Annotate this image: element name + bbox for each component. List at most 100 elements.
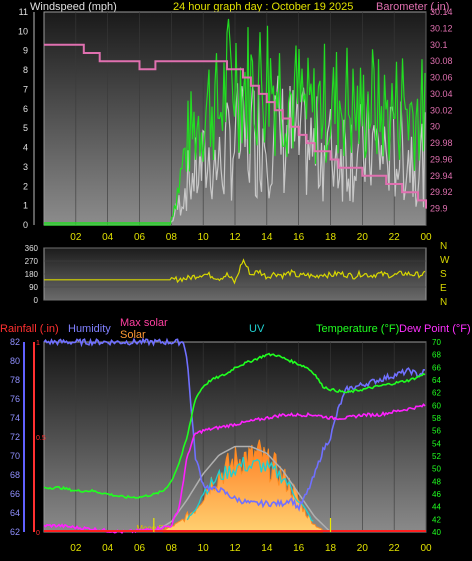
legend-rainfall: Rainfall (.in): [0, 323, 59, 335]
y-tick-humidity: 80: [10, 356, 20, 366]
dir-label-n-top: N: [440, 241, 448, 252]
y-tick-temperature: 66: [432, 363, 441, 372]
x-tick-weather: 04: [102, 543, 114, 554]
x-tick-weather: 16: [293, 543, 305, 554]
y-tick-humidity: 76: [10, 394, 20, 404]
y-tick-barometer: 30: [430, 122, 440, 132]
series-max-solar: [153, 445, 330, 533]
x-tick-wind: 14: [261, 232, 273, 243]
y-tick-temperature: 44: [432, 503, 441, 512]
x-tick-weather: 12: [229, 543, 241, 554]
legend-dew-point: Dew Point (°F): [399, 323, 471, 335]
y-tick-rainfall: 0: [36, 530, 40, 537]
series-wind-direction: [44, 258, 426, 285]
y-tick-temperature: 40: [432, 528, 441, 537]
y-tick-windspeed: 9: [23, 46, 28, 56]
y-tick-temperature: 64: [432, 376, 441, 385]
y-tick-humidity: 72: [10, 432, 20, 442]
y-tick-barometer: 30.06: [430, 73, 453, 83]
series-barometer: [44, 43, 427, 209]
x-tick-wind: 12: [229, 232, 241, 243]
y-tick-barometer: 29.94: [430, 171, 453, 181]
series-gust: [44, 18, 426, 226]
barometer-axis-title: Barometer (.in): [376, 1, 450, 13]
y-tick-temperature: 68: [432, 351, 441, 360]
y-tick-temperature: 70: [432, 338, 441, 347]
y-tick-direction: 180: [25, 270, 39, 279]
y-tick-rainfall: 1: [36, 340, 40, 347]
chart-title: 24 hour graph day : October 19 2025: [173, 1, 354, 13]
y-tick-windspeed: 0: [23, 220, 28, 230]
y-tick-windspeed: 11: [19, 7, 28, 17]
y-tick-windspeed: 8: [23, 65, 28, 75]
y-tick-humidity: 70: [10, 451, 20, 461]
y-tick-windspeed: 1: [23, 201, 28, 211]
y-tick-temperature: 50: [432, 465, 441, 474]
y-tick-barometer: 29.9: [430, 204, 448, 214]
series-temperature: [43, 352, 426, 500]
legend-uv: UV: [249, 323, 265, 335]
legend-humidity: Humidity: [68, 323, 111, 335]
y-tick-rainfall: 0.5: [36, 435, 46, 442]
x-tick-weather: 22: [389, 543, 401, 554]
y-tick-windspeed: 6: [23, 104, 28, 114]
dir-label-n-bottom: N: [440, 297, 448, 308]
windspeed-axis-title: Windspeed (mph): [30, 1, 117, 13]
x-tick-weather: 02: [70, 543, 82, 554]
y-tick-humidity: 78: [10, 375, 20, 385]
y-tick-barometer: 30.12: [430, 23, 453, 33]
y-tick-barometer: 29.96: [430, 154, 453, 164]
y-tick-windspeed: 7: [23, 84, 28, 94]
y-tick-windspeed: 3: [23, 162, 28, 172]
y-tick-windspeed: 5: [23, 123, 28, 133]
y-tick-humidity: 64: [10, 508, 20, 518]
y-tick-windspeed: 10: [18, 26, 28, 36]
y-tick-barometer: 30.1: [430, 40, 448, 50]
y-tick-humidity: 66: [10, 489, 20, 499]
legend-max-solar: Max solar: [120, 317, 168, 329]
x-tick-wind: 08: [166, 232, 178, 243]
y-tick-windspeed: 2: [23, 181, 28, 191]
y-tick-temperature: 48: [432, 477, 441, 486]
legend-solar: Solar: [120, 329, 146, 341]
y-tick-temperature: 42: [432, 515, 441, 524]
series-uv: [186, 456, 314, 522]
x-tick-weather: 20: [357, 543, 369, 554]
x-tick-wind: 22: [389, 232, 401, 243]
y-tick-barometer: 29.98: [430, 138, 453, 148]
x-tick-wind: 10: [198, 232, 210, 243]
x-tick-weather: 18: [325, 543, 337, 554]
y-tick-direction: 270: [25, 257, 39, 266]
x-tick-weather: 00: [420, 543, 432, 554]
legend-temperature: Temperature (°F): [316, 323, 400, 335]
y-tick-temperature: 56: [432, 427, 441, 436]
y-tick-temperature: 58: [432, 414, 441, 423]
x-tick-wind: 04: [102, 232, 114, 243]
y-tick-temperature: 62: [432, 389, 441, 398]
y-tick-temperature: 52: [432, 452, 441, 461]
x-tick-wind: 18: [325, 232, 337, 243]
moon-rise-label: Moon Rise: [136, 524, 175, 533]
y-tick-humidity: 68: [10, 470, 20, 480]
y-tick-humidity: 74: [10, 413, 20, 423]
y-tick-humidity: 62: [10, 527, 20, 537]
dir-label-w: W: [440, 255, 450, 266]
y-tick-windspeed: 4: [23, 143, 28, 153]
x-tick-wind: 02: [70, 232, 82, 243]
y-tick-barometer: 30.08: [430, 56, 453, 66]
dir-label-e: E: [440, 283, 447, 294]
y-tick-temperature: 46: [432, 490, 441, 499]
x-tick-weather: 14: [261, 543, 273, 554]
x-tick-weather: 08: [166, 543, 178, 554]
y-tick-barometer: 29.92: [430, 187, 453, 197]
x-tick-wind: 16: [293, 232, 305, 243]
x-tick-wind: 00: [420, 232, 432, 243]
y-tick-barometer: 30.14: [430, 7, 453, 17]
x-tick-weather: 10: [198, 543, 210, 554]
y-tick-barometer: 30.04: [430, 89, 453, 99]
y-tick-barometer: 30.02: [430, 105, 453, 115]
y-tick-humidity: 82: [10, 337, 20, 347]
y-tick-direction: 360: [25, 244, 39, 253]
